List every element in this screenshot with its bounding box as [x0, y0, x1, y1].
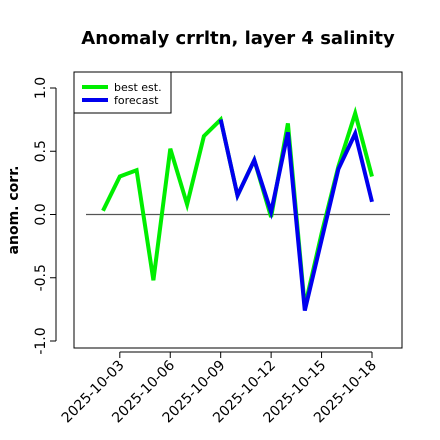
y-tick-label: -1.0	[33, 327, 49, 354]
y-tick-label: 1.0	[33, 77, 49, 99]
chart-title: Anomaly crrltn, layer 4 salinity	[81, 28, 395, 49]
series-line-best-est	[101, 106, 374, 308]
legend: best est.forecast	[73, 71, 172, 114]
plot-frame	[73, 71, 403, 349]
y-tick-label: 0.5	[33, 140, 49, 162]
legend-box	[73, 71, 172, 114]
legend-label: best est.	[114, 81, 162, 94]
y-axis-label: anom. corr.	[6, 166, 22, 255]
y-tick-label: 0.0	[33, 203, 49, 225]
x-axis: 2025-10-032025-10-062025-10-092025-10-12…	[59, 351, 380, 426]
series-layer	[101, 106, 374, 312]
y-tick-label: -0.5	[33, 264, 49, 291]
legend-label: forecast	[114, 94, 159, 107]
series-line-forecast	[218, 119, 374, 312]
y-axis: -1.0 -0.5 0.0 0.5 1.0	[33, 77, 57, 355]
